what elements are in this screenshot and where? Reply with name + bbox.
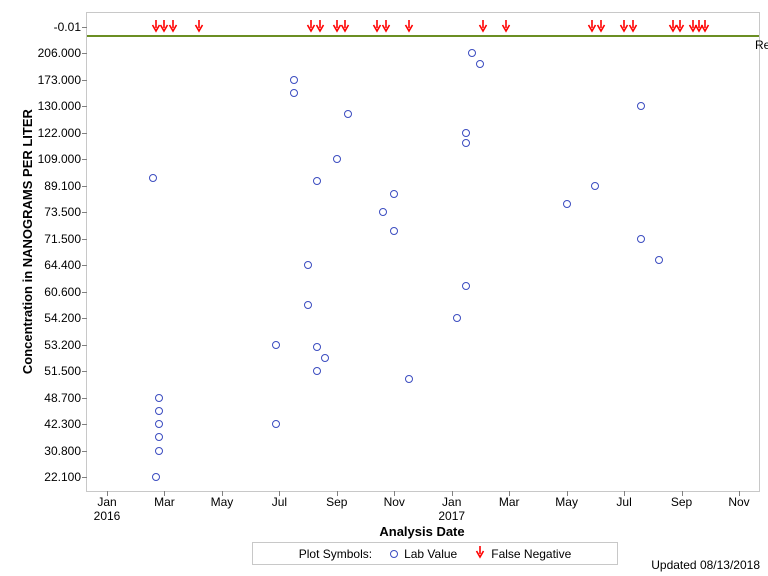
lab-value-marker [152,473,160,481]
lab-value-marker [333,155,341,163]
false-negative-marker [628,19,638,33]
lab-value-marker [304,301,312,309]
x-tick-label: Jul [616,495,631,509]
chart-container: 22.100 30.800 42.300 48.700 51.500 53.200 54.2… [0,0,768,576]
reporting-level-line [87,35,759,37]
down-arrow-icon [475,545,485,562]
y-tick-label: 64.400 [44,258,81,272]
lab-value-marker [390,227,398,235]
lab-value-marker [591,182,599,190]
y-tick-label: 109.000 [38,152,81,166]
x-tick-label: Sep [671,495,692,509]
lab-value-marker [155,394,163,402]
y-tick-label: 42.300 [44,417,81,431]
lab-value-marker [290,89,298,97]
lab-value-marker [290,76,298,84]
y-tick-label: -0.01 [54,20,81,34]
legend-item-false-negative: False Negative [475,545,571,562]
y-tick-label: 51.500 [44,364,81,378]
lab-value-marker [462,282,470,290]
lab-value-marker [468,49,476,57]
lab-value-marker [462,139,470,147]
false-negative-marker [315,19,325,33]
false-negative-marker [194,19,204,33]
lab-value-marker [321,354,329,362]
x-tick-label: Sep [326,495,347,509]
y-axis-label: Concentration in NANOGRAMS PER LITER [20,98,35,385]
false-negative-marker [381,19,391,33]
x-tick-label: Jan2016 [94,495,121,523]
false-negative-marker [675,19,685,33]
x-tick-label: Mar [154,495,175,509]
y-tick-label: 130.000 [38,99,81,113]
false-negative-marker [168,19,178,33]
false-negative-marker [501,19,511,33]
false-negative-marker [404,19,414,33]
x-tick-label: Jul [272,495,287,509]
lab-value-marker [655,256,663,264]
y-tick-label: 60.600 [44,285,81,299]
lab-value-marker [149,174,157,182]
lab-value-marker [462,129,470,137]
x-tick-label: May [211,495,234,509]
lab-value-marker [476,60,484,68]
lab-value-marker [344,110,352,118]
x-axis-label: Analysis Date [86,524,758,539]
lab-value-marker [155,433,163,441]
y-tick-label: 122.000 [38,126,81,140]
lab-value-marker [313,367,321,375]
false-negative-marker [596,19,606,33]
lab-value-marker [453,314,461,322]
lab-value-marker [379,208,387,216]
lab-value-marker [155,407,163,415]
y-tick-label: 48.700 [44,391,81,405]
footer-updated: Updated 08/13/2018 [651,558,760,572]
x-tick-label: Nov [384,495,405,509]
legend-label: Lab Value [404,547,457,561]
legend-item-lab-value: Lab Value [390,547,457,561]
false-negative-marker [478,19,488,33]
y-tick-label: 30.800 [44,444,81,458]
x-tick-label: Jan2017 [438,495,465,523]
lab-value-marker [563,200,571,208]
lab-value-marker [390,190,398,198]
legend-label: False Negative [491,547,571,561]
lab-value-marker [272,420,280,428]
y-tick-label: 73.500 [44,205,81,219]
lab-value-marker [313,343,321,351]
false-negative-marker [340,19,350,33]
lab-value-marker [313,177,321,185]
y-tick-label: 173.000 [38,73,81,87]
lab-value-marker [272,341,280,349]
plot-area: 22.10030.80042.30048.70051.50053.20054.2… [86,12,760,492]
lab-value-marker [637,102,645,110]
y-tick-label: 54.200 [44,311,81,325]
lab-value-marker [155,420,163,428]
x-tick-label: May [555,495,578,509]
y-tick-label: 53.200 [44,338,81,352]
lab-value-marker [155,447,163,455]
y-tick-label: 22.100 [44,470,81,484]
lab-value-marker [637,235,645,243]
legend-title: Plot Symbols: [299,547,372,561]
false-negative-marker [700,19,710,33]
y-tick-label: 89.100 [44,179,81,193]
lab-value-marker [304,261,312,269]
x-tick-label: Nov [728,495,749,509]
lab-value-marker [405,375,413,383]
reporting-level-label: Reporting Level [755,38,768,52]
y-tick-label: 71.500 [44,232,81,246]
legend: Plot Symbols: Lab Value False Negative [252,542,618,565]
x-tick-label: Mar [499,495,520,509]
y-tick-label: 206.000 [38,46,81,60]
circle-open-icon [390,550,398,558]
